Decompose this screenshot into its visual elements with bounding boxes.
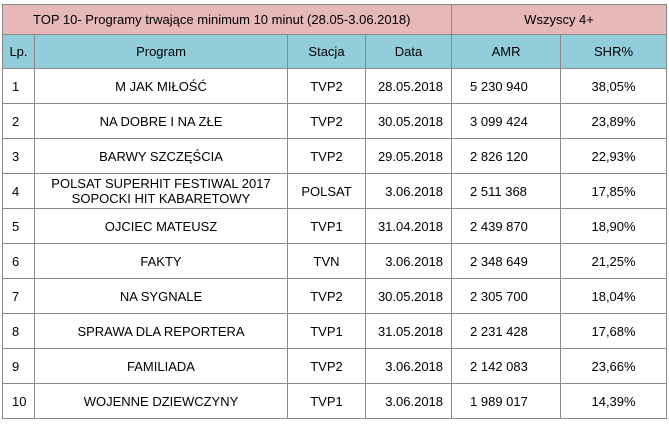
table-row: 5 OJCIEC MATEUSZ TVP1 31.04.2018 2 439 870 18… xyxy=(2,208,668,244)
cell-lp: 3 xyxy=(2,138,35,174)
header-program: Program xyxy=(34,34,288,69)
cell-date: 31.04.2018 xyxy=(364,208,453,244)
cell-shr: 21,25% xyxy=(560,243,668,279)
cell-station: TVP2 xyxy=(287,138,366,174)
ratings-table: TOP 10- Programy trwające minimum 10 min… xyxy=(1,4,668,419)
cell-amr: 2 511 368 xyxy=(451,173,562,209)
cell-lp: 8 xyxy=(2,313,35,349)
table-row: 7 NA SYGNALE TVP2 30.05.2018 2 305 700 18,04% xyxy=(2,278,668,314)
cell-program: FAKTY xyxy=(34,243,288,279)
cell-program: POLSAT SUPERHIT FESTIWAL 2017 SOPOCKI HIT… xyxy=(34,173,288,209)
cell-date: 3.06.2018 xyxy=(364,173,453,209)
cell-station: TVP2 xyxy=(287,103,366,139)
cell-shr: 17,68% xyxy=(560,313,668,349)
program-line: SOPOCKI HIT KABARETOWY xyxy=(71,191,251,206)
cell-lp: 9 xyxy=(2,348,35,384)
table-row: 3 BARWY SZCZĘŚCIA TVP2 29.05.2018 2 826 120 2… xyxy=(2,138,668,174)
cell-program: BARWY SZCZĘŚCIA xyxy=(34,138,288,174)
cell-lp: 5 xyxy=(2,208,35,244)
cell-date: 31.05.2018 xyxy=(364,313,453,349)
header-shr: SHR% xyxy=(560,34,668,69)
cell-shr: 17,85% xyxy=(560,173,668,209)
cell-amr: 2 231 428 xyxy=(451,313,562,349)
column-header-row: Lp. Program Stacja Data AMR SHR% xyxy=(2,34,668,69)
table-row: 8 SPRAWA DLA REPORTERA TVP1 31.05.2018 2 231… xyxy=(2,313,668,349)
header-lp: Lp. xyxy=(2,34,35,69)
cell-station: TVN xyxy=(287,243,366,279)
table-row: 2 NA DOBRE I NA ZŁE TVP2 30.05.2018 3 099 42… xyxy=(2,103,668,139)
cell-station: TVP2 xyxy=(287,348,366,384)
cell-shr: 18,04% xyxy=(560,278,668,314)
ratings-table-body: TOP 10- Programy trwające minimum 10 min… xyxy=(1,4,668,419)
cell-date: 3.06.2018 xyxy=(364,348,453,384)
header-amr: AMR xyxy=(451,34,562,69)
cell-station: TVP1 xyxy=(287,313,366,349)
cell-shr: 38,05% xyxy=(560,68,668,104)
cell-amr: 2 142 083 xyxy=(451,348,562,384)
cell-program: SPRAWA DLA REPORTERA xyxy=(34,313,288,349)
cell-date: 3.06.2018 xyxy=(364,243,453,279)
cell-date: 3.06.2018 xyxy=(364,383,453,419)
table-row: 6 FAKTY TVN 3.06.2018 2 348 649 21,25% xyxy=(2,243,668,279)
cell-amr: 3 099 424 xyxy=(451,103,562,139)
cell-station: POLSAT xyxy=(287,173,366,209)
cell-date: 28.05.2018 xyxy=(364,68,453,104)
cell-station: TVP1 xyxy=(287,383,366,419)
cell-date: 30.05.2018 xyxy=(364,103,453,139)
cell-amr: 5 230 940 xyxy=(451,68,562,104)
table-row: 10 WOJENNE DZIEWCZYNY TVP1 3.06.2018 1 989 0… xyxy=(2,383,668,419)
cell-station: TVP1 xyxy=(287,208,366,244)
cell-date: 29.05.2018 xyxy=(364,138,453,174)
cell-lp: 2 xyxy=(2,103,35,139)
program-line: POLSAT SUPERHIT FESTIWAL 2017 xyxy=(51,176,271,191)
header-station: Stacja xyxy=(287,34,366,69)
table-row: 9 FAMILIADA TVP2 3.06.2018 2 142 083 23,66% xyxy=(2,348,668,384)
cell-amr: 2 439 870 xyxy=(451,208,562,244)
header-date: Data xyxy=(364,34,453,69)
cell-amr: 2 305 700 xyxy=(451,278,562,314)
cell-lp: 6 xyxy=(2,243,35,279)
cell-program: WOJENNE DZIEWCZYNY xyxy=(34,383,288,419)
cell-lp: 10 xyxy=(2,383,35,419)
title-row: TOP 10- Programy trwające minimum 10 min… xyxy=(1,4,668,35)
cell-shr: 18,90% xyxy=(560,208,668,244)
cell-program: M JAK MIŁOŚĆ xyxy=(34,68,288,104)
cell-shr: 23,66% xyxy=(560,348,668,384)
cell-amr: 2 826 120 xyxy=(451,138,562,174)
cell-program: NA SYGNALE xyxy=(34,278,288,314)
cell-program: NA DOBRE I NA ZŁE xyxy=(34,103,288,139)
cell-amr: 1 989 017 xyxy=(451,383,562,419)
table-row: 4 POLSAT SUPERHIT FESTIWAL 2017 SOPOCKI HI… xyxy=(2,173,668,209)
cell-shr: 22,93% xyxy=(560,138,668,174)
cell-shr: 14,39% xyxy=(560,383,668,419)
cell-lp: 4 xyxy=(2,173,35,209)
cell-station: TVP2 xyxy=(287,68,366,104)
cell-amr: 2 348 649 xyxy=(451,243,562,279)
cell-date: 30.05.2018 xyxy=(364,278,453,314)
table-title: TOP 10- Programy trwające minimum 10 min… xyxy=(1,4,453,35)
cell-program: FAMILIADA xyxy=(34,348,288,384)
cell-program: OJCIEC MATEUSZ xyxy=(34,208,288,244)
cell-shr: 23,89% xyxy=(560,103,668,139)
cell-lp: 7 xyxy=(2,278,35,314)
audience-group-label: Wszyscy 4+ xyxy=(451,4,668,35)
cell-station: TVP2 xyxy=(287,278,366,314)
cell-lp: 1 xyxy=(2,68,35,104)
